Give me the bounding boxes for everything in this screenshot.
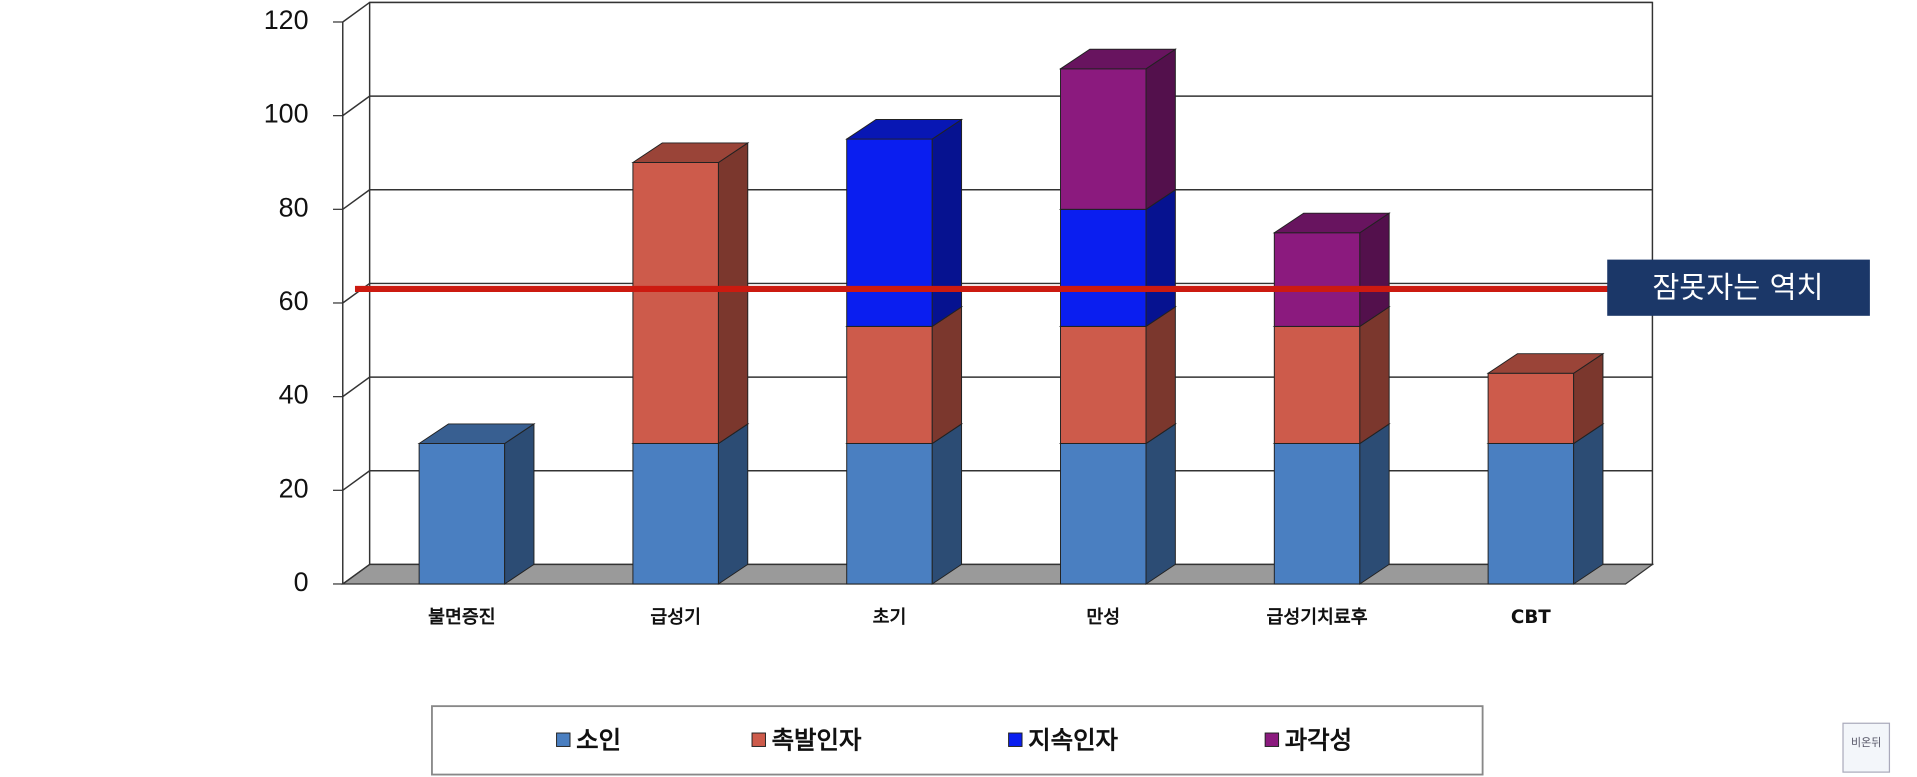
bar-segment [1273, 232, 1361, 327]
bar-top [1058, 48, 1177, 70]
bar-side [1145, 48, 1176, 211]
bar-side [1573, 423, 1604, 585]
x-tick-label: 불면증진 [428, 607, 495, 628]
bar-top [1272, 212, 1391, 234]
legend-box [431, 705, 1484, 776]
y-tick-label: 120 [264, 5, 309, 35]
bar-segment [1487, 442, 1575, 585]
bar-side [504, 423, 535, 585]
legend-swatch [1264, 732, 1280, 747]
legend-swatch [556, 732, 571, 747]
floor [340, 563, 1655, 585]
bar-side [717, 423, 749, 585]
bar-side [1145, 305, 1176, 445]
bar-side [1359, 423, 1390, 585]
y-tick-label: 40 [279, 380, 309, 410]
bar-segment [1273, 442, 1361, 585]
y-tick-label: 60 [279, 286, 309, 316]
legend-label: 지속인자 [1028, 726, 1118, 755]
bar-top [417, 423, 536, 444]
grid-line [342, 470, 371, 491]
grid-line [342, 563, 371, 585]
watermark: 비온뒤 [1851, 736, 1881, 749]
bar-side [931, 423, 963, 585]
legend-label: 촉발인자 [772, 726, 862, 755]
bar-side [1145, 188, 1176, 328]
legend-swatch [1008, 732, 1023, 747]
legend-label: 과각성 [1285, 726, 1352, 755]
y-tick-label: 20 [279, 473, 309, 503]
bar-side [1145, 423, 1176, 585]
x-tick-label: 급성기치료후 [1267, 607, 1368, 628]
y-tick-label: 0 [294, 567, 309, 597]
x-tick-label: 급성기 [650, 607, 701, 628]
bar-segment [846, 138, 933, 327]
bar-segment [632, 442, 719, 585]
bar-segment [1060, 325, 1147, 444]
grid-line [342, 95, 371, 117]
grid-line [342, 376, 371, 398]
y-tick-label: 100 [264, 99, 309, 129]
bar-segment [1060, 68, 1147, 210]
bar-segment [1060, 208, 1147, 327]
bar-top [845, 119, 964, 140]
legend-swatch [751, 732, 766, 747]
x-tick-label: 초기 [873, 607, 907, 628]
logo [1842, 722, 1891, 773]
bar-segment [1060, 442, 1147, 585]
legend-label: 소인 [576, 726, 621, 755]
bar-segment [1273, 325, 1361, 444]
bar-segment [632, 161, 719, 444]
bar-segment [846, 442, 933, 585]
bar-segment [1487, 372, 1575, 444]
x-tick-label: CBT [1511, 607, 1551, 628]
grid-line [342, 1, 371, 23]
bar-top [631, 142, 750, 163]
threshold-label-box [1607, 259, 1870, 316]
bar-segment [418, 442, 506, 585]
y-tick-label: 80 [279, 192, 309, 222]
grid-line [342, 189, 371, 210]
x-tick-label: 만성 [1086, 607, 1120, 628]
threshold-label: 잠못자는 역치 [1652, 270, 1823, 304]
bar-side [717, 142, 749, 445]
bar-side [931, 118, 963, 328]
bar-top [1486, 353, 1605, 374]
bar-segment [846, 325, 933, 444]
bar-side [931, 305, 963, 445]
bar-side [1359, 305, 1390, 445]
